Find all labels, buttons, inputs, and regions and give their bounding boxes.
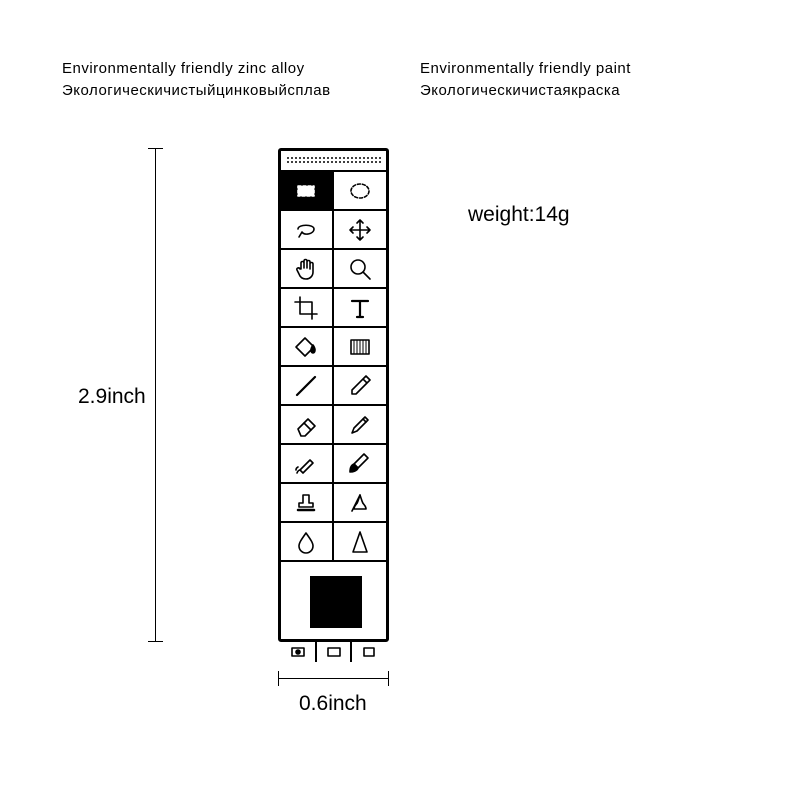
color-swatch-area xyxy=(281,562,386,642)
quick-mask-icon xyxy=(326,646,342,658)
gradient-icon xyxy=(346,333,374,361)
zoom-tool xyxy=(334,250,387,289)
toolbar-footer xyxy=(281,642,386,662)
move-icon xyxy=(346,216,374,244)
tool-grid xyxy=(281,172,386,562)
standard-mode-icon xyxy=(290,646,306,658)
header-left-ru: Экологическичистыйцинковыйсплав xyxy=(62,80,400,102)
smudge-icon xyxy=(346,489,374,517)
quick-mask-button xyxy=(317,642,353,662)
hand-icon xyxy=(292,255,320,283)
blur-tool xyxy=(281,523,334,562)
header-right-ru: Экологическичистаякраска xyxy=(420,80,800,102)
sharpen-tool xyxy=(334,523,387,562)
marquee-icon xyxy=(292,177,320,205)
ellipse-marquee-tool xyxy=(334,172,387,211)
screen-mode-icon xyxy=(361,646,377,658)
eraser-tool xyxy=(281,406,334,445)
zoom-icon xyxy=(346,255,374,283)
grip-icon xyxy=(286,156,381,165)
airbrush-tool xyxy=(281,445,334,484)
foreground-color-swatch xyxy=(310,576,362,628)
lasso-icon xyxy=(292,216,320,244)
header-right-en: Environmentally friendly paint xyxy=(420,58,800,80)
materials-header: Environmentally friendly zinc alloy Экол… xyxy=(0,58,800,102)
line-tool xyxy=(281,367,334,406)
width-dimension-line xyxy=(278,678,389,679)
pencil-tool xyxy=(334,406,387,445)
crop-tool xyxy=(281,289,334,328)
eyedropper-icon xyxy=(346,372,374,400)
rubber-stamp-tool xyxy=(281,484,334,523)
eyedropper-tool xyxy=(334,367,387,406)
standard-mode-button xyxy=(281,642,317,662)
smudge-tool xyxy=(334,484,387,523)
sharpen-icon xyxy=(346,528,374,556)
airbrush-icon xyxy=(292,450,320,478)
paint-bucket-tool xyxy=(281,328,334,367)
width-dimension-label: 0.6inch xyxy=(299,692,367,716)
brush-tool xyxy=(334,445,387,484)
type-icon xyxy=(346,294,374,322)
lasso-tool xyxy=(281,211,334,250)
marquee-tool xyxy=(281,172,334,211)
blur-icon xyxy=(292,528,320,556)
gradient-tool xyxy=(334,328,387,367)
pencil-icon xyxy=(346,411,374,439)
photoshop-toolbar xyxy=(278,148,389,642)
height-dimension-label: 2.9inch xyxy=(78,385,146,409)
paint-bucket-icon xyxy=(292,333,320,361)
toolbar-titlebar xyxy=(281,151,386,172)
crop-icon xyxy=(292,294,320,322)
eraser-icon xyxy=(292,411,320,439)
type-tool xyxy=(334,289,387,328)
height-dimension-line xyxy=(155,148,156,642)
line-icon xyxy=(292,372,320,400)
header-left: Environmentally friendly zinc alloy Экол… xyxy=(0,58,400,102)
hand-tool xyxy=(281,250,334,289)
weight-label: weight:14g xyxy=(468,203,570,227)
header-left-en: Environmentally friendly zinc alloy xyxy=(62,58,400,80)
ellipse-marquee-icon xyxy=(346,177,374,205)
move-tool xyxy=(334,211,387,250)
screen-mode-button xyxy=(352,642,386,662)
rubber-stamp-icon xyxy=(292,489,320,517)
brush-icon xyxy=(346,450,374,478)
header-right: Environmentally friendly paint Экологиче… xyxy=(400,58,800,102)
